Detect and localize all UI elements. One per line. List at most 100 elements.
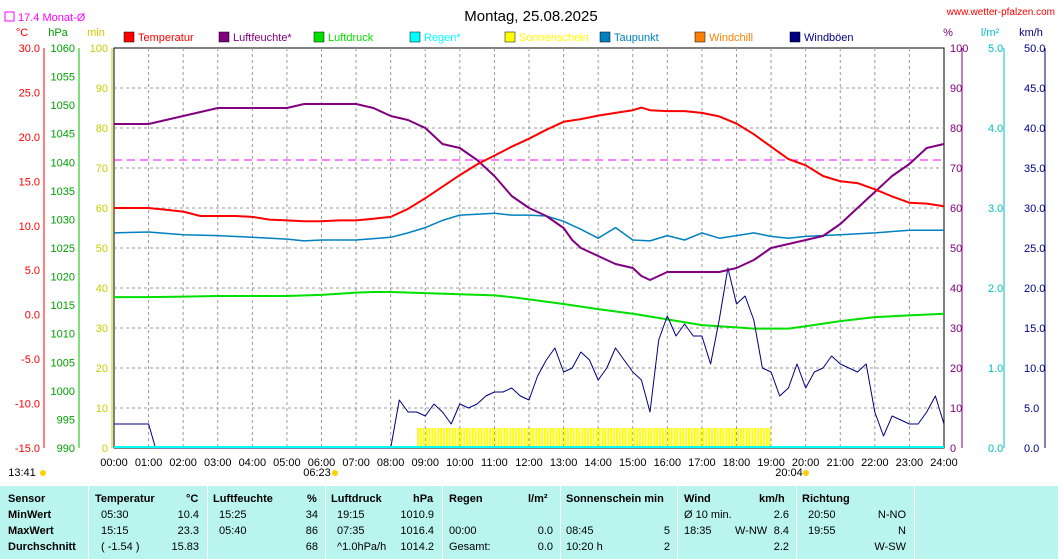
wind-tick-label: 25.0 — [1024, 243, 1045, 255]
time-tick-label: 14:00 — [584, 457, 612, 469]
pressure-tick-label: 1040 — [51, 157, 75, 169]
legend-label: Sonnenschein — [519, 32, 589, 44]
sun-tick-label: 90 — [96, 83, 108, 95]
pressure-tick-label: 1050 — [51, 100, 75, 112]
series-line-taupunkt — [113, 212, 944, 242]
time-tick-label: 21:00 — [826, 457, 854, 469]
stat-label: MaxWert — [8, 525, 54, 537]
pressure-tick-label: 1015 — [51, 300, 75, 312]
stat-p-val: 1014.2 — [400, 541, 434, 553]
time-tick-label: 15:00 — [619, 457, 647, 469]
legend-swatch — [504, 31, 516, 43]
humidity-tick-label: 90 — [950, 83, 962, 95]
pressure-tick-label: 995 — [57, 414, 75, 426]
sunshine-bar — [641, 428, 644, 448]
sunshine-bar — [604, 428, 607, 448]
sunrise-icon — [332, 470, 338, 476]
sunshine-bar — [561, 428, 564, 448]
stat-w-time: Ø 10 min. — [684, 509, 732, 521]
local-time: 13:41 — [8, 467, 36, 479]
humidity-tick-label: 0 — [950, 443, 956, 455]
header-direction: Richtung — [802, 493, 850, 505]
col-divider — [677, 486, 678, 559]
sunshine-bar — [647, 428, 650, 448]
pressure-tick-label: 1000 — [51, 386, 75, 398]
stat-w-time: 18:35 — [684, 525, 712, 537]
sunshine-bar — [466, 428, 468, 448]
sunshine-bar — [486, 428, 489, 448]
stat-label: Durchschnitt — [8, 541, 76, 553]
sunshine-bar — [434, 428, 437, 448]
sun-tick-label: 10 — [96, 403, 108, 415]
col-divider — [325, 486, 326, 559]
humidity-tick-label: 30 — [950, 323, 962, 335]
sunshine-bar — [607, 428, 610, 448]
sunshine-bar — [636, 428, 639, 448]
stats-panel: Sensor Temperatur °C Luftfeuchte % Luftd… — [0, 486, 1058, 559]
sunshine-bar — [693, 428, 696, 448]
sunshine-bar — [598, 428, 601, 448]
sun-tick-label: 0 — [102, 443, 108, 455]
header-hum-unit: % — [307, 493, 317, 505]
stat-s-time: 08:45 — [566, 525, 594, 537]
wind-tick-label: 30.0 — [1024, 203, 1045, 215]
time-tick-label: 13:00 — [550, 457, 578, 469]
sunshine-bar — [768, 428, 771, 448]
sunshine-bar — [555, 428, 558, 448]
col-divider — [442, 486, 443, 559]
wind-tick-label: 0.0 — [1024, 443, 1039, 455]
time-tick-label: 22:00 — [861, 457, 889, 469]
rain-tick-label: 3.0 — [988, 203, 1003, 215]
sunshine-bar — [739, 428, 742, 448]
weather-chart: Montag, 25.08.2025 www.wetter-pfalzen.co… — [4, 7, 1055, 479]
time-tick-label: 17:00 — [688, 457, 716, 469]
sunshine-bar — [480, 428, 483, 448]
temp-tick-label: 25.0 — [19, 87, 40, 99]
sunshine-bar — [728, 428, 731, 448]
sunshine-bar — [419, 428, 422, 448]
stat-r-val: 0.0 — [537, 541, 553, 553]
stat-d-time: 20:50 — [808, 509, 836, 521]
sunshine-bar — [541, 428, 543, 448]
site-link[interactable]: www.wetter-pfalzen.com — [946, 7, 1055, 18]
sunshine-bar — [621, 428, 624, 448]
time-tick-label: 19:00 — [757, 457, 785, 469]
stat-t-time: 15:15 — [101, 525, 129, 537]
sun-tick-label: 100 — [90, 43, 108, 55]
col-divider — [796, 486, 797, 559]
sunshine-bar — [702, 428, 705, 448]
sunshine-bar — [578, 428, 581, 448]
sunshine-bar — [725, 428, 728, 448]
temp-tick-label: -15.0 — [15, 443, 40, 455]
temp-tick-label: 15.0 — [19, 176, 40, 188]
header-pressure: Luftdruck — [331, 493, 382, 505]
humidity-tick-label: 70 — [950, 163, 962, 175]
time-tick-label: 03:00 — [204, 457, 232, 469]
sunshine-bar — [601, 428, 604, 448]
sunshine-bar — [760, 428, 762, 448]
sunshine-bar — [670, 428, 673, 448]
time-tick-label: 08:00 — [377, 457, 405, 469]
sunshine-bar — [688, 428, 690, 448]
sunshine-bar — [673, 428, 676, 448]
sunshine-bar — [575, 428, 578, 448]
wind-tick-label: 5.0 — [1024, 403, 1039, 415]
stat-h-val: 86 — [305, 525, 318, 537]
sunshine-bar — [624, 428, 627, 448]
stat-r-time: Gesamt: — [449, 541, 491, 553]
legend-label: Luftdruck — [328, 32, 374, 44]
sunshine-bar — [633, 428, 636, 448]
series-line-luftfeuchte — [114, 103, 945, 281]
temp-tick-label: 0.0 — [25, 310, 40, 322]
time-tick-label: 06:00 — [308, 457, 336, 469]
sun-tick-label: 30 — [96, 323, 108, 335]
legend-swatch — [789, 31, 801, 43]
rain-tick-label: 1.0 — [988, 363, 1003, 375]
sunshine-bar — [662, 428, 664, 448]
sunshine-bar — [445, 428, 448, 448]
series-line-temperatur — [114, 106, 945, 223]
chart-title: Montag, 25.08.2025 — [464, 8, 597, 25]
wind-tick-label: 20.0 — [1024, 283, 1045, 295]
sunshine-bar — [615, 428, 618, 448]
stat-t-time: 05:30 — [101, 509, 129, 521]
